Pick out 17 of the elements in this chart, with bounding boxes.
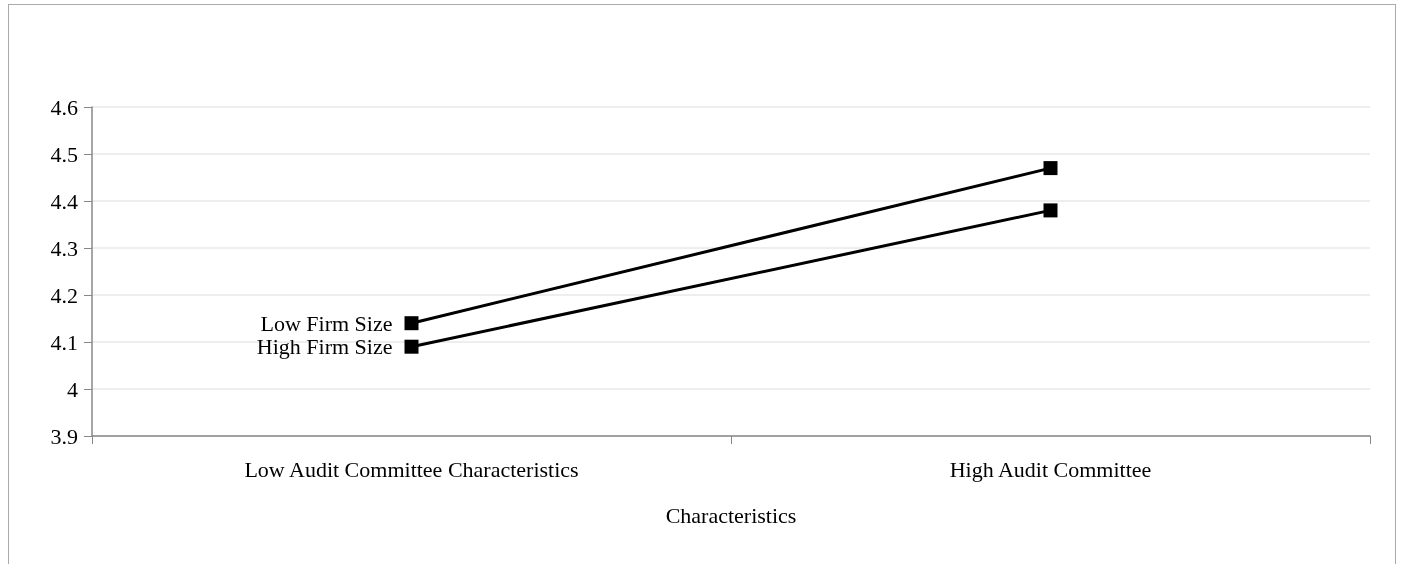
y-tick-label: 4.2: [50, 282, 78, 308]
x-axis-title: Characteristics: [665, 502, 797, 528]
x-tick-label: Low Audit Committee Characteristics: [244, 456, 579, 482]
y-tick-label: 4.3: [50, 235, 78, 261]
y-tick-label: 4.6: [50, 94, 78, 120]
y-tick-label: 4.1: [50, 329, 78, 355]
series-label: High Firm Size: [256, 334, 393, 360]
y-tick-label: 4: [67, 376, 78, 402]
point: [1043, 203, 1058, 218]
point: [1043, 161, 1058, 176]
y-tick-label: 4.5: [50, 141, 78, 167]
point: [404, 339, 419, 354]
y-tick-label: 3.9: [50, 423, 78, 449]
point: [404, 316, 419, 331]
x-tick-label: High Audit Committee: [949, 456, 1152, 482]
series-label: Low Firm Size: [260, 310, 393, 336]
y-tick-label: 4.4: [50, 188, 78, 214]
